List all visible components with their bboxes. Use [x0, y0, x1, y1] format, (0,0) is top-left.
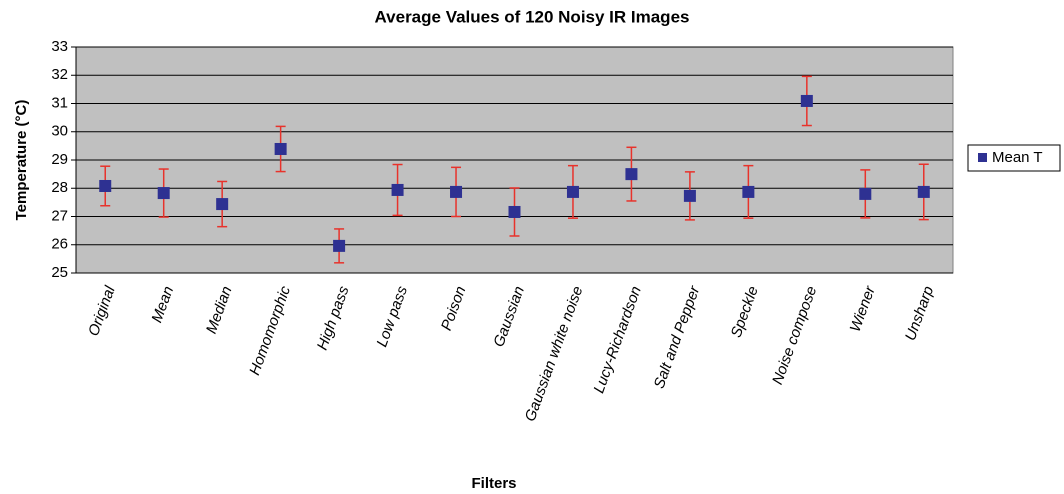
x-tick-label: Salt and Pepper — [651, 283, 704, 391]
marker — [800, 94, 813, 107]
y-tick-label: 31 — [51, 94, 68, 111]
marker — [508, 205, 521, 218]
chart-title: Average Values of 120 Noisy IR Images — [375, 7, 690, 26]
y-tick-label: 30 — [51, 123, 68, 140]
x-tick-label: Wiener — [847, 283, 880, 334]
y-tick-label: 26 — [51, 236, 68, 253]
y-tick-label: 29 — [51, 151, 68, 168]
y-tick-label: 33 — [51, 38, 68, 55]
marker — [917, 185, 930, 198]
x-axis-title: Filters — [471, 475, 516, 492]
x-tick-label: Gaussian — [490, 284, 528, 349]
marker — [99, 179, 112, 192]
y-tick-label: 27 — [51, 207, 68, 224]
marker — [450, 185, 463, 198]
marker — [742, 185, 755, 198]
y-axis-title: Temperature (°C) — [13, 100, 30, 221]
marker — [333, 239, 346, 252]
x-tick-label: Speckle — [728, 284, 762, 340]
x-tick-label: Original — [85, 283, 119, 338]
y-tick-label: 32 — [51, 66, 68, 83]
x-tick-label: High pass — [314, 283, 353, 352]
x-tick-label: Gaussian white noise — [522, 284, 587, 424]
marker — [625, 168, 638, 181]
x-tick-label: Poison — [438, 284, 470, 333]
x-tick-label: Noise compose — [769, 284, 820, 387]
x-tick-label: Lucy-Richardson — [590, 284, 644, 396]
x-tick-label: Low pass — [373, 283, 411, 349]
legend-label: Mean T — [992, 149, 1043, 166]
legend-marker — [978, 153, 987, 162]
x-tick-label: Median — [203, 284, 236, 336]
x-tick-label: Unsharp — [902, 284, 937, 343]
marker — [566, 185, 579, 198]
marker — [157, 187, 170, 200]
y-tick-label: 25 — [51, 264, 68, 281]
x-tick-label: Mean — [148, 284, 177, 325]
y-tick-label: 28 — [51, 179, 68, 196]
x-tick-label: Homomorphic — [246, 283, 294, 377]
marker — [859, 187, 872, 200]
marker — [274, 142, 287, 155]
marker — [216, 198, 229, 211]
marker — [391, 183, 404, 196]
marker — [683, 189, 696, 202]
